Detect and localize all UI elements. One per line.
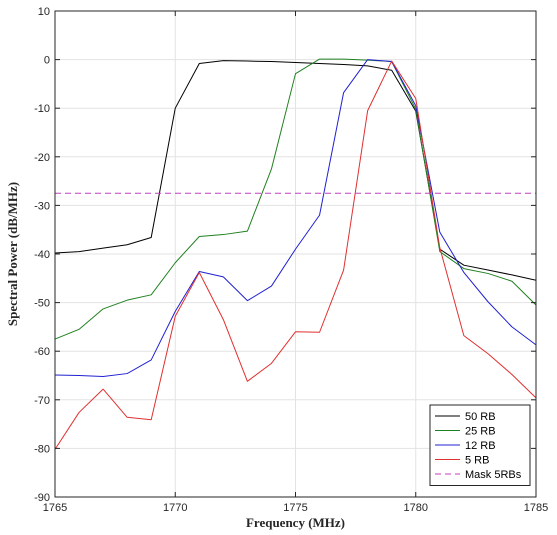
- y-tick-label: -10: [34, 103, 50, 115]
- y-tick-label: -70: [34, 395, 50, 407]
- x-tick-label: 1770: [163, 502, 187, 514]
- y-tick-label: -80: [34, 443, 50, 455]
- x-tick-label: 1785: [524, 502, 548, 514]
- y-tick-label: 10: [38, 6, 50, 18]
- legend-label: 25 RB: [465, 426, 496, 438]
- y-tick-label: -60: [34, 346, 50, 358]
- x-axis-label: Frequency (MHz): [246, 515, 345, 530]
- y-tick-label: -50: [34, 298, 50, 310]
- y-tick-label: -90: [34, 492, 50, 504]
- legend: 50 RB 25 RB 12 RB 5 RB Mask 5RBs: [429, 404, 531, 486]
- y-tick-label: -20: [34, 152, 50, 164]
- x-tick-label: 1775: [283, 502, 307, 514]
- legend-label: 12 RB: [465, 440, 496, 452]
- x-tick-label: 1765: [43, 502, 67, 514]
- legend-label: 5 RB: [465, 455, 489, 467]
- series-line-12-rb: [54, 59, 537, 377]
- series-lines: [54, 58, 537, 450]
- legend-label: Mask 5RBs: [465, 469, 522, 481]
- y-axis-label: Spectral Power (dB/MHz): [5, 182, 20, 326]
- series-line-5-rb: [54, 60, 537, 450]
- series-line-25-rb: [54, 58, 537, 340]
- legend-label: 50 RB: [465, 411, 496, 423]
- y-tick-label: 0: [44, 55, 50, 67]
- y-tick-label: -40: [34, 249, 50, 261]
- y-tick-label: -30: [34, 200, 50, 212]
- x-tick-label: 1780: [404, 502, 428, 514]
- axis-ticks: 1765 1770 1775 1780 1785 10 0 -10 -20 -30 -40 -50 -6…: [34, 6, 548, 514]
